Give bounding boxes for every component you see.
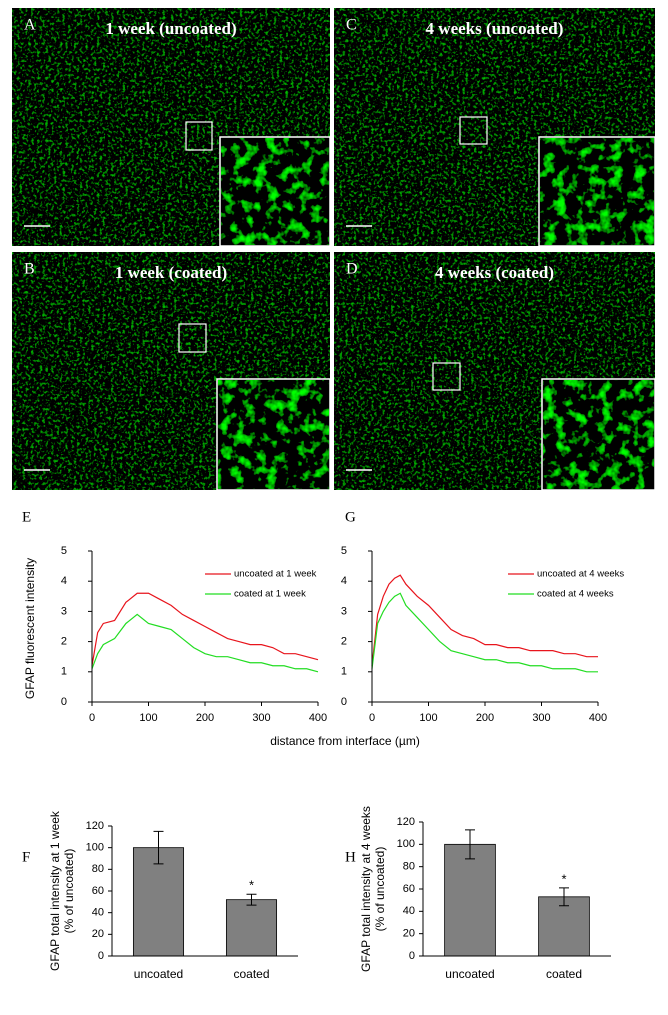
x-tick-label: uncoated (445, 967, 494, 981)
y-tick-label: 2 (341, 636, 347, 648)
chart-letter: H (345, 849, 356, 865)
bar (225, 899, 278, 957)
x-tick-label: 400 (589, 712, 607, 724)
y-tick-label: 80 (403, 861, 415, 873)
axes (422, 822, 611, 957)
x-tick-label: 0 (89, 712, 95, 724)
panel-title: 1 week (coated) (115, 263, 227, 282)
axes (91, 551, 318, 703)
zoom-box (185, 121, 213, 151)
y-axis-label: GFAP total intensity at 1 week (48, 810, 62, 971)
panel-letter: D (346, 261, 358, 278)
x-tick-label: 0 (369, 712, 375, 724)
y-tick-label: 120 (86, 820, 104, 832)
inset-texture (543, 380, 654, 489)
error-bar (465, 829, 475, 860)
zoom-box (432, 362, 461, 391)
inset-texture (218, 380, 329, 489)
panel-letter: C (346, 17, 357, 34)
significance-marker: * (561, 871, 566, 886)
axes (371, 551, 598, 703)
x-tick-label: 200 (476, 712, 494, 724)
x-tick-label: 300 (252, 712, 270, 724)
y-tick-label: 5 (341, 545, 347, 557)
y-tick-label: 2 (61, 636, 67, 648)
y-tick-label: 5 (61, 545, 67, 557)
x-tick-label: coated (546, 967, 582, 981)
y-tick-label: 3 (341, 605, 347, 617)
y-tick-label: 100 (86, 842, 104, 854)
chart-letter: G (345, 509, 356, 525)
y-axis-label: (% of uncoated) (62, 849, 76, 934)
error-bar (559, 887, 569, 907)
y-tick-label: 3 (61, 605, 67, 617)
axes (111, 826, 298, 957)
y-tick-label: 40 (92, 907, 104, 919)
x-tick-label: 200 (196, 712, 214, 724)
y-tick-label: 20 (92, 928, 104, 940)
y-axis-label: GFAP total intensity at 4 weeks (359, 806, 373, 972)
y-axis-label: (% of uncoated) (373, 847, 387, 932)
error-bar (153, 830, 164, 865)
y-tick-label: 40 (403, 905, 415, 917)
x-tick-label: 100 (419, 712, 437, 724)
line-series (371, 592, 598, 673)
x-tick-label: coated (233, 967, 269, 981)
x-tick-label: 400 (309, 712, 327, 724)
panel-title: 4 weeks (uncoated) (426, 19, 564, 38)
significance-marker: * (249, 878, 254, 893)
y-tick-label: 1 (61, 666, 67, 678)
legend-label: coated at 1 week (234, 589, 306, 600)
bar (132, 847, 185, 957)
x-tick-label: 100 (139, 712, 157, 724)
y-tick-label: 60 (403, 883, 415, 895)
panel-letter: A (24, 17, 36, 34)
zoom-box (178, 323, 207, 353)
y-tick-label: 4 (341, 575, 347, 587)
legend-label: coated at 4 weeks (537, 589, 614, 600)
line-series (91, 592, 319, 666)
y-axis-label: GFAP fluorescent intensity (23, 558, 37, 699)
zoom-box (459, 116, 488, 145)
line-series (91, 613, 319, 673)
y-tick-label: 0 (98, 950, 104, 962)
y-tick-label: 0 (61, 696, 67, 708)
line-series (371, 574, 598, 666)
inset-texture (540, 138, 654, 245)
y-tick-label: 0 (341, 696, 347, 708)
error-bar (246, 893, 257, 906)
panel-title: 4 weeks (coated) (435, 263, 554, 282)
bar (444, 843, 496, 957)
bar (538, 896, 590, 957)
x-axis-label: distance from interface (µm) (270, 734, 420, 748)
y-tick-label: 120 (397, 816, 415, 828)
chart-letter: F (22, 849, 30, 865)
y-tick-label: 80 (92, 863, 104, 875)
y-tick-label: 100 (397, 838, 415, 850)
y-tick-label: 20 (403, 928, 415, 940)
legend-label: uncoated at 4 weeks (537, 569, 624, 580)
legend-label: uncoated at 1 week (234, 569, 317, 580)
panel-letter: B (24, 261, 35, 278)
panel-title: 1 week (uncoated) (105, 19, 236, 38)
chart-letter: E (22, 509, 31, 525)
inset-texture (221, 138, 329, 245)
y-tick-label: 60 (92, 885, 104, 897)
y-tick-label: 0 (409, 950, 415, 962)
y-tick-label: 1 (341, 666, 347, 678)
x-tick-label: uncoated (134, 967, 183, 981)
y-tick-label: 4 (61, 575, 67, 587)
x-tick-label: 300 (532, 712, 550, 724)
